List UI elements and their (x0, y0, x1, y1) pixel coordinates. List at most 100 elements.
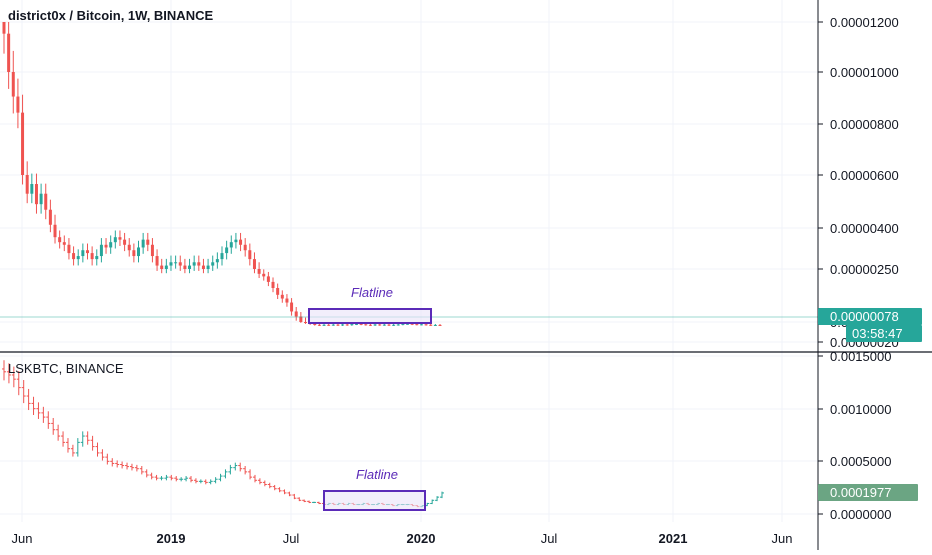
candle-body (234, 239, 238, 243)
countdown-value: 03:58:47 (852, 326, 903, 341)
candle-body (34, 184, 38, 205)
y-tick-label-top: 0.00000600 (830, 168, 899, 183)
candle-body (290, 302, 294, 312)
candle-body (415, 324, 419, 326)
candle-body (99, 244, 103, 257)
candle-body (387, 324, 391, 326)
x-tick-label: Jul (283, 531, 300, 546)
candle-body (248, 250, 252, 260)
candle-body (239, 239, 243, 245)
candle-body (276, 288, 280, 295)
candle-body (341, 324, 345, 326)
x-tick-label: Jun (12, 531, 33, 546)
candle-body (169, 262, 173, 266)
y-tick-label-bottom: 0.0015000 (830, 349, 891, 364)
candle-body (392, 324, 396, 326)
candle-body (72, 253, 76, 260)
y-tick-label-bottom: 0.0010000 (830, 402, 891, 417)
candle-body (137, 247, 141, 257)
candle-body (58, 237, 62, 243)
candle-body (62, 242, 66, 245)
candle-body (178, 262, 182, 266)
candle-body (406, 323, 410, 325)
candle-body (364, 324, 368, 326)
candle-body (192, 262, 196, 266)
x-tick-label: Jul (541, 531, 558, 546)
candle-body (141, 239, 145, 248)
candle-body (76, 256, 80, 260)
candle-body (183, 265, 187, 269)
y-tick-label-bottom: 0.0005000 (830, 454, 891, 469)
candle-body (53, 224, 57, 238)
candle-body (174, 262, 178, 264)
candle-body (48, 209, 52, 225)
chart-title-top: district0x / Bitcoin, 1W, BINANCE (8, 8, 214, 23)
candle-body (150, 244, 154, 257)
annotations: Flatline Flatline (0, 285, 818, 511)
candle-body (285, 298, 289, 303)
candle-body (243, 244, 247, 251)
y-tick-label-top: 0.00000800 (830, 117, 899, 132)
candle-body (271, 281, 275, 289)
candle-body (280, 294, 284, 299)
x-tick-label: 2020 (407, 531, 436, 546)
candle-body (188, 265, 192, 269)
x-tick-label: 2021 (659, 531, 688, 546)
candle-body (2, 22, 6, 34)
last-price-value-top: 0.00000078 (830, 309, 899, 324)
y-tick-label-top: 0.00000250 (830, 262, 899, 277)
countdown-tag (846, 325, 922, 342)
candle-body (419, 324, 423, 326)
candle-body (331, 324, 335, 326)
candle-body (294, 311, 298, 317)
candle-body (90, 253, 94, 260)
price-series-bottom (2, 360, 444, 508)
candle-body (359, 323, 363, 325)
candle-body (81, 250, 85, 257)
y-tick-label-top: 0.00000400 (830, 221, 899, 236)
candle-body (39, 193, 43, 205)
chart-title-bottom: LSKBTC, BINANCE (8, 361, 124, 376)
candle-body (355, 323, 359, 325)
candle-body (303, 322, 307, 324)
flatline-label-bottom: Flatline (356, 467, 398, 482)
candle-body (211, 262, 215, 266)
candle-body (215, 259, 219, 263)
y-tick-label-top: 0.00001200 (830, 15, 899, 30)
candle-body (25, 175, 29, 194)
candle-body (155, 256, 159, 266)
flatline-label-top: Flatline (351, 285, 393, 300)
candle-body (118, 237, 122, 240)
candle-body (257, 269, 261, 274)
last-price-tag-top (818, 308, 922, 325)
last-price-tag-bottom (818, 484, 918, 501)
candle-body (109, 242, 113, 248)
candle-body (85, 250, 89, 254)
candle-body (424, 324, 428, 326)
candle-body (113, 237, 117, 243)
candle-body (373, 324, 377, 326)
y-tick-label-bottom: 0.0000000 (830, 507, 891, 522)
candle-body (382, 324, 386, 326)
candle-body (132, 250, 136, 257)
candle-body (95, 256, 99, 260)
candle-body (252, 259, 256, 269)
candle-body (429, 324, 433, 326)
candle-body (123, 239, 127, 245)
candle-body (220, 253, 224, 260)
candle-body (350, 324, 354, 326)
candle-body (164, 265, 168, 269)
last-price-value-bottom: 0.0001977 (830, 485, 891, 500)
flatline-box-top (308, 308, 432, 324)
candle-body (266, 276, 270, 282)
candle-body (322, 324, 326, 326)
flatline-box-bottom (323, 490, 426, 511)
candle-body (378, 324, 382, 326)
candle-body (30, 184, 34, 194)
candle-body (225, 247, 229, 254)
grid-layer (0, 0, 818, 522)
candle-body (197, 262, 201, 266)
